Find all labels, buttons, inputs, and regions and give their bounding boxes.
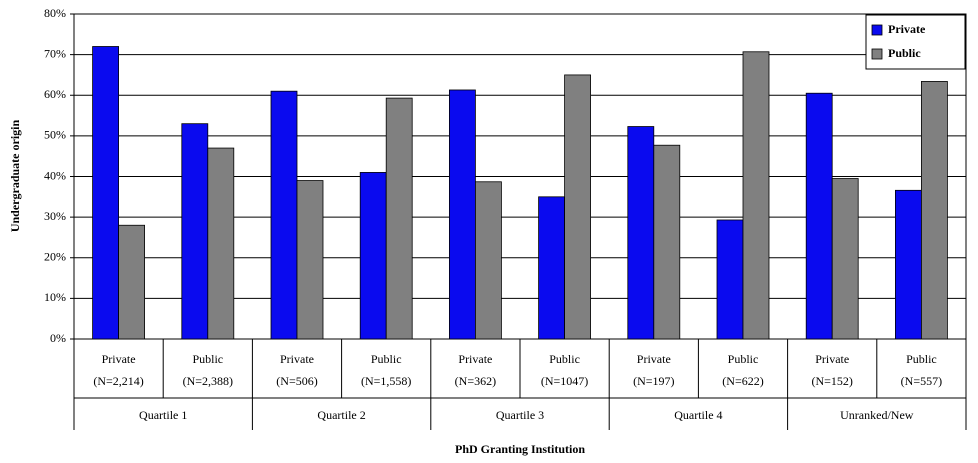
x-tick-count: (N=2,214) (93, 374, 143, 388)
group-label: Quartile 2 (317, 408, 365, 422)
group-label: Quartile 4 (674, 408, 722, 422)
x-tick-label: Private (280, 352, 314, 366)
y-tick-label: 60% (44, 87, 66, 101)
bar (564, 74, 591, 340)
group-label: Unranked/New (840, 408, 914, 422)
y-tick-label: 50% (44, 128, 66, 142)
x-tick-count: (N=362) (455, 374, 496, 388)
bar (716, 219, 744, 340)
bar (385, 97, 413, 340)
legend-swatch (871, 24, 883, 36)
x-tick-label: Private (458, 352, 492, 366)
bar (538, 196, 565, 340)
bar (805, 92, 833, 340)
legend-label: Public (888, 46, 921, 60)
x-tick-label: Public (549, 352, 580, 366)
x-tick-count: (N=622) (722, 374, 763, 388)
y-axis-title: Undergraduate origin (8, 120, 22, 233)
bar (653, 144, 681, 340)
legend-label: Private (888, 22, 926, 36)
x-tick-count: (N=557) (901, 374, 942, 388)
bar (831, 178, 859, 340)
bar (270, 90, 298, 340)
x-tick-count: (N=1,558) (361, 374, 411, 388)
bar (207, 147, 235, 340)
y-tick-label: 80% (44, 6, 66, 20)
x-tick-label: Public (728, 352, 759, 366)
bar (359, 172, 387, 340)
group-label: Quartile 3 (496, 408, 544, 422)
bar (921, 81, 948, 340)
x-tick-count: (N=197) (633, 374, 674, 388)
x-tick-label: Public (192, 352, 223, 366)
bar (181, 123, 209, 340)
x-tick-label: Private (815, 352, 849, 366)
bar (474, 181, 502, 340)
x-tick-label: Public (906, 352, 937, 366)
y-tick-label: 20% (44, 250, 66, 264)
y-tick-label: 10% (44, 290, 66, 304)
y-tick-label: 70% (44, 46, 66, 60)
legend-box (865, 14, 966, 70)
group-label: Quartile 1 (139, 408, 187, 422)
bar (118, 224, 145, 340)
bar (895, 189, 922, 340)
x-tick-label: Private (637, 352, 671, 366)
x-axis-title: PhD Granting Institution (455, 442, 585, 456)
y-tick-label: 30% (44, 209, 66, 223)
x-tick-count: (N=152) (811, 374, 852, 388)
x-tick-count: (N=506) (276, 374, 317, 388)
x-tick-label: Public (371, 352, 402, 366)
x-tick-count: (N=1047) (541, 374, 588, 388)
bar (742, 51, 770, 340)
bar (448, 89, 476, 340)
x-tick-label: Private (102, 352, 136, 366)
x-tick-count: (N=2,388) (183, 374, 233, 388)
bar (92, 46, 119, 340)
y-tick-label: 40% (44, 168, 66, 182)
bar (627, 126, 655, 340)
y-tick-label: 0% (50, 331, 66, 345)
legend-swatch (871, 48, 883, 60)
bar (296, 180, 324, 340)
